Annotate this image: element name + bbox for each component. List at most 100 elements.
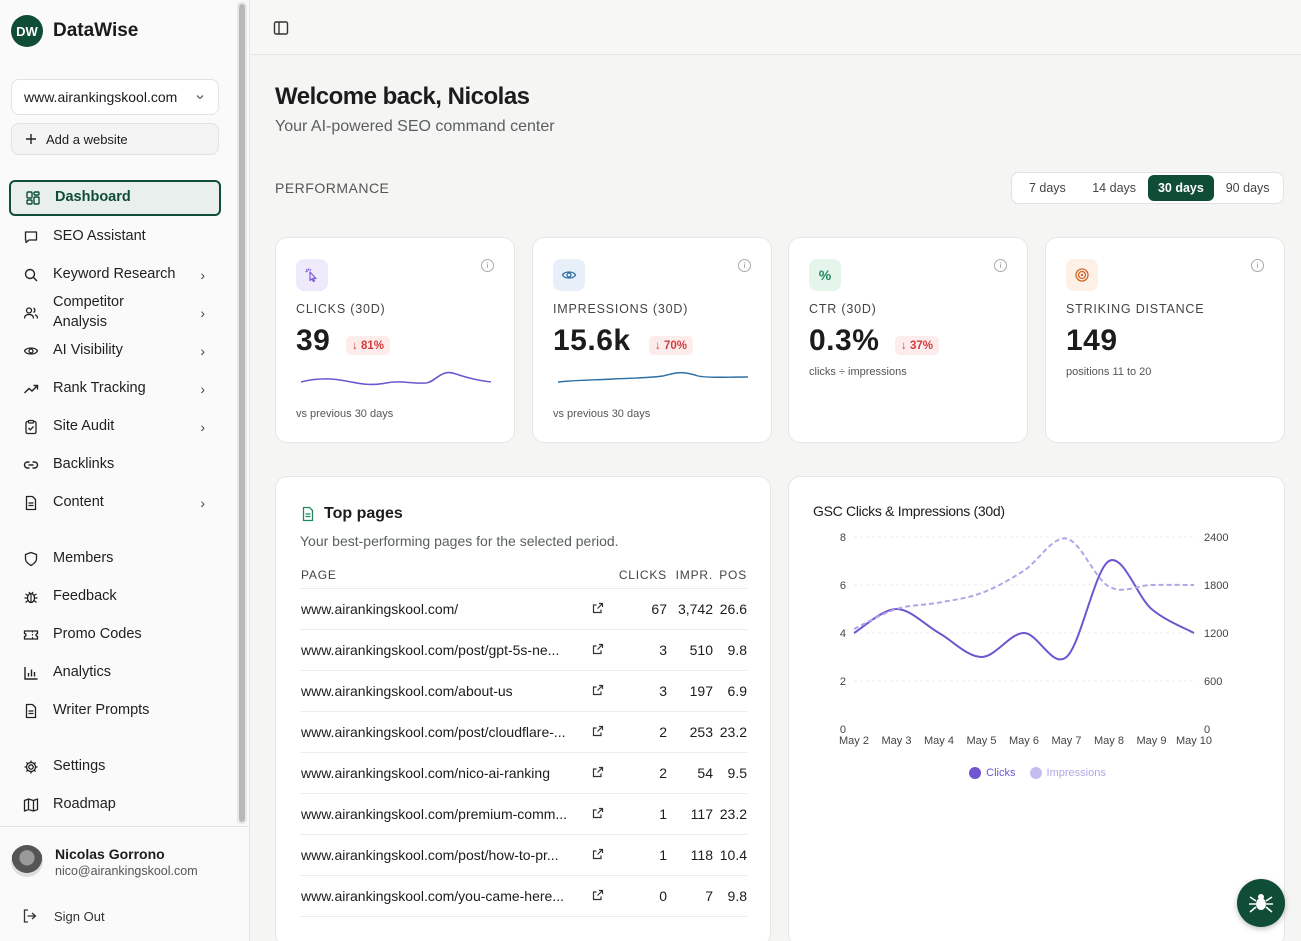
- ticket-icon: [23, 627, 39, 643]
- nav-writer-prompts[interactable]: Writer Prompts: [9, 692, 221, 730]
- nav-settings[interactable]: Settings: [9, 748, 221, 786]
- y-tick-label-left: 2: [840, 676, 846, 688]
- y-tick-label-right: 600: [1204, 676, 1222, 688]
- nav-promo-codes[interactable]: Promo Codes: [9, 616, 221, 654]
- column-header-impressions[interactable]: IMPR.: [675, 567, 713, 582]
- info-icon[interactable]: i: [481, 259, 494, 272]
- nav-seo-assistant[interactable]: SEO Assistant: [9, 218, 221, 256]
- cursor-click-icon: [296, 259, 328, 291]
- brand[interactable]: DW DataWise: [11, 15, 138, 47]
- table-row[interactable]: www.airankingskool.com/you-came-here... 0…: [300, 876, 747, 917]
- range-7-days[interactable]: 7 days: [1028, 181, 1066, 195]
- nav-label: Competitor Analysis: [53, 294, 124, 330]
- range-30-days[interactable]: 30 days: [1147, 175, 1215, 201]
- page-url[interactable]: www.airankingskool.com/: [301, 601, 459, 617]
- sidebar-scrollbar-thumb[interactable]: [239, 4, 245, 822]
- top-pages-description: Your best-performing pages for the selec…: [300, 533, 619, 549]
- nav-content[interactable]: Content ›: [9, 484, 221, 522]
- page-url[interactable]: www.airankingskool.com/nico-ai-ranking: [301, 765, 550, 781]
- sidebar-toggle-button[interactable]: [273, 20, 289, 41]
- nav-roadmap[interactable]: Roadmap: [9, 786, 221, 824]
- cell-position: 23.2: [719, 806, 747, 822]
- avatar[interactable]: [11, 845, 43, 877]
- cell-impressions: 54: [697, 765, 713, 781]
- nav-dashboard[interactable]: Dashboard: [9, 180, 221, 216]
- kpi-subtext: clicks ÷ impressions: [809, 366, 907, 378]
- dashboard-icon: [25, 190, 41, 206]
- external-link-icon[interactable]: [592, 683, 604, 699]
- kpi-delta-badge: ↓ 37%: [895, 336, 939, 355]
- main-nav: Dashboard SEO Assistant Keyword Research…: [9, 180, 221, 824]
- nav-label: Rank Tracking: [53, 380, 146, 397]
- nav-site-audit[interactable]: Site Audit ›: [9, 408, 221, 446]
- cell-clicks: 1: [659, 806, 667, 822]
- column-header-clicks[interactable]: CLICKS: [618, 567, 667, 582]
- nav-spacer: [9, 730, 221, 748]
- table-row[interactable]: www.airankingskool.com/premium-comm... 1 1…: [300, 794, 747, 835]
- info-icon[interactable]: i: [738, 259, 751, 272]
- range-14-days[interactable]: 14 days: [1092, 181, 1137, 195]
- cell-clicks: 3: [659, 642, 667, 658]
- legend-item-clicks[interactable]: Clicks: [969, 767, 1016, 779]
- add-website-button[interactable]: Add a website: [11, 123, 219, 155]
- external-link-icon[interactable]: [592, 765, 604, 781]
- cell-position: 6.9: [727, 683, 747, 699]
- kpi-card-impressions: i IMPRESSIONS (30D) 15.6k ↓ 70% vs previ…: [532, 237, 772, 443]
- kpi-title: CTR (30D): [809, 302, 877, 316]
- external-link-icon[interactable]: [592, 642, 604, 658]
- users-icon: [23, 305, 39, 321]
- performance-section-label: PERFORMANCE: [275, 180, 390, 196]
- gsc-chart-card: GSC Clicks & Impressions (30d) 0 2 4 6 8 0 600…: [788, 476, 1285, 941]
- document-icon: [23, 495, 39, 511]
- chevron-right-icon: ›: [200, 267, 205, 283]
- external-link-icon[interactable]: [592, 724, 604, 740]
- cell-position: 10.4: [719, 847, 747, 863]
- percent-icon: %: [809, 259, 841, 291]
- y-tick-label-right: 1800: [1204, 580, 1228, 592]
- table-row[interactable]: www.airankingskool.com/post/cloudflare-.…: [300, 712, 747, 753]
- nav-feedback[interactable]: Feedback: [9, 578, 221, 616]
- table-row[interactable]: www.airankingskool.com/nico-ai-ranking 2 5…: [300, 753, 747, 794]
- external-link-icon[interactable]: [592, 806, 604, 822]
- cell-clicks: 67: [651, 601, 667, 617]
- page-url[interactable]: www.airankingskool.com/post/how-to-pr...: [301, 847, 559, 863]
- legend-label: Clicks: [986, 767, 1016, 779]
- external-link-icon[interactable]: [592, 847, 604, 863]
- nav-backlinks[interactable]: Backlinks: [9, 446, 221, 484]
- table-row[interactable]: www.airankingskool.com/post/gpt-5s-ne...…: [300, 630, 747, 671]
- cell-impressions: 118: [690, 847, 713, 863]
- page-url[interactable]: www.airankingskool.com/post/cloudflare-.…: [301, 724, 566, 740]
- assistant-fab-button[interactable]: [1237, 879, 1285, 927]
- info-icon[interactable]: i: [1251, 259, 1264, 272]
- page-url[interactable]: www.airankingskool.com/post/gpt-5s-ne...: [301, 642, 560, 658]
- page-url[interactable]: www.airankingskool.com/premium-comm...: [301, 806, 568, 822]
- external-link-icon[interactable]: [592, 601, 604, 617]
- top-pages-title-text: Top pages: [324, 505, 403, 522]
- table-row[interactable]: www.airankingskool.com/about-us 3 197 6.9: [300, 671, 747, 712]
- gsc-line-chart[interactable]: 0 2 4 6 8 0 600 1200 1800 2400 May 2 May 3 May 4 May …: [789, 522, 1284, 822]
- kpi-value: 15.6k: [553, 324, 631, 357]
- cell-clicks: 3: [659, 683, 667, 699]
- page-url[interactable]: www.airankingskool.com/about-us: [301, 683, 513, 699]
- page-url[interactable]: www.airankingskool.com/you-came-here...: [301, 888, 564, 904]
- nav-members[interactable]: Members: [9, 540, 221, 578]
- chevron-right-icon: ›: [200, 419, 205, 435]
- nav-competitor-analysis[interactable]: Competitor Analysis ›: [9, 294, 221, 332]
- table-row[interactable]: www.airankingskool.com/post/how-to-pr...…: [300, 835, 747, 876]
- column-header-position[interactable]: POS: [719, 567, 747, 582]
- y-tick-label-right: 2400: [1204, 532, 1228, 544]
- external-link-icon[interactable]: [592, 888, 604, 904]
- plus-icon: [26, 134, 36, 144]
- table-row[interactable]: www.airankingskool.com/67 3,742 26.6: [300, 589, 747, 630]
- legend-item-impressions[interactable]: Impressions: [1029, 767, 1106, 779]
- sign-out-label: Sign Out: [54, 908, 105, 924]
- sign-out-button[interactable]: Sign Out: [22, 908, 105, 924]
- nav-ai-visibility[interactable]: AI Visibility ›: [9, 332, 221, 370]
- range-90-days[interactable]: 90 days: [1225, 181, 1270, 195]
- info-icon[interactable]: i: [994, 259, 1007, 272]
- website-selector[interactable]: www.airankingskool.com: [11, 79, 219, 115]
- nav-keyword-research[interactable]: Keyword Research ›: [9, 256, 221, 294]
- page-subtitle: Your AI-powered SEO command center: [275, 118, 555, 135]
- nav-analytics[interactable]: Analytics: [9, 654, 221, 692]
- nav-rank-tracking[interactable]: Rank Tracking ›: [9, 370, 221, 408]
